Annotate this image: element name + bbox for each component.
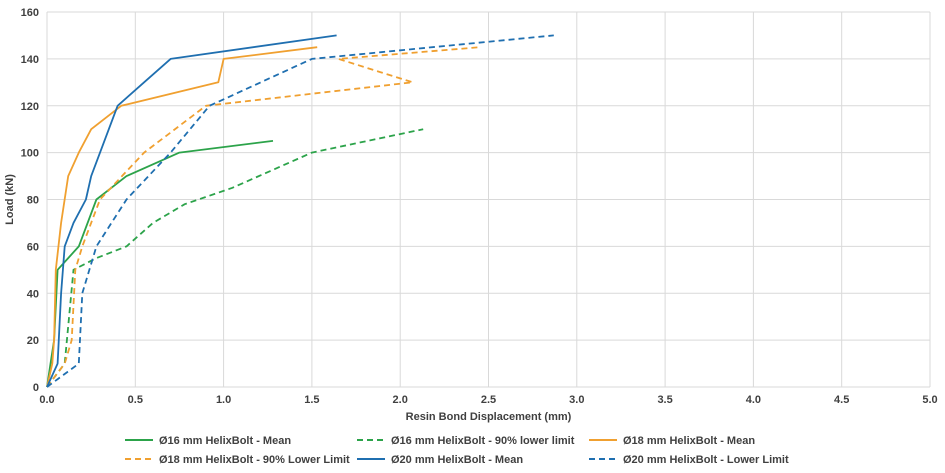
- legend-label-4: Ø20 mm HelixBolt - Mean: [391, 454, 523, 466]
- series-line-4: [46, 34, 337, 388]
- x-tick-label: 1.0: [216, 394, 231, 406]
- x-tick-label: 4.5: [834, 394, 849, 406]
- y-tick-label: 120: [21, 101, 39, 113]
- y-tick-label: 80: [27, 195, 39, 207]
- y-tick-label: 60: [27, 241, 39, 253]
- x-tick-label: 3.0: [569, 394, 584, 406]
- y-tick-label: 100: [21, 148, 39, 160]
- series-line-0: [46, 140, 274, 388]
- x-tick-label: 4.0: [746, 394, 761, 406]
- legend-label-2: Ø18 mm HelixBolt - Mean: [623, 435, 755, 447]
- x-tick-label: 0.0: [39, 394, 54, 406]
- legend: Ø16 mm HelixBolt - Mean Ø16 mm HelixBolt …: [125, 435, 789, 466]
- series-line-2: [46, 46, 318, 388]
- x-tick-label: 0.5: [128, 394, 143, 406]
- series-lines: [46, 34, 554, 388]
- series-line-5: [46, 34, 554, 388]
- y-tick-label: 40: [27, 288, 39, 300]
- x-tick-label: 3.5: [657, 394, 672, 406]
- y-tick-label: 140: [21, 54, 39, 66]
- x-axis-title: Resin Bond Displacement (mm): [406, 411, 572, 423]
- y-tick-label: 0: [33, 382, 39, 394]
- legend-label-3: Ø18 mm HelixBolt - 90% Lower Limit: [159, 454, 350, 466]
- x-tick-label: 2.5: [481, 394, 496, 406]
- legend-label-1: Ø16 mm HelixBolt - 90% lower limit: [391, 435, 575, 447]
- series-line-1: [46, 128, 424, 388]
- x-tick-label: 5.0: [922, 394, 937, 406]
- tick-labels: 0.0 0.5 1.0 1.5 2.0 2.5 3.0 3.5 4.0 4.5 5.0 0 20 40 60…: [21, 7, 938, 406]
- y-tick-label: 20: [27, 335, 39, 347]
- y-tick-label: 160: [21, 7, 39, 19]
- x-tick-label: 2.0: [393, 394, 408, 406]
- legend-label-5: Ø20 mm HelixBolt - Lower Limit: [623, 454, 789, 466]
- grid: [46, 11, 931, 388]
- legend-label-0: Ø16 mm HelixBolt - Mean: [159, 435, 291, 447]
- series-line-3: [46, 46, 480, 388]
- x-tick-label: 1.5: [304, 394, 319, 406]
- y-axis-title: Load (kN): [4, 174, 16, 225]
